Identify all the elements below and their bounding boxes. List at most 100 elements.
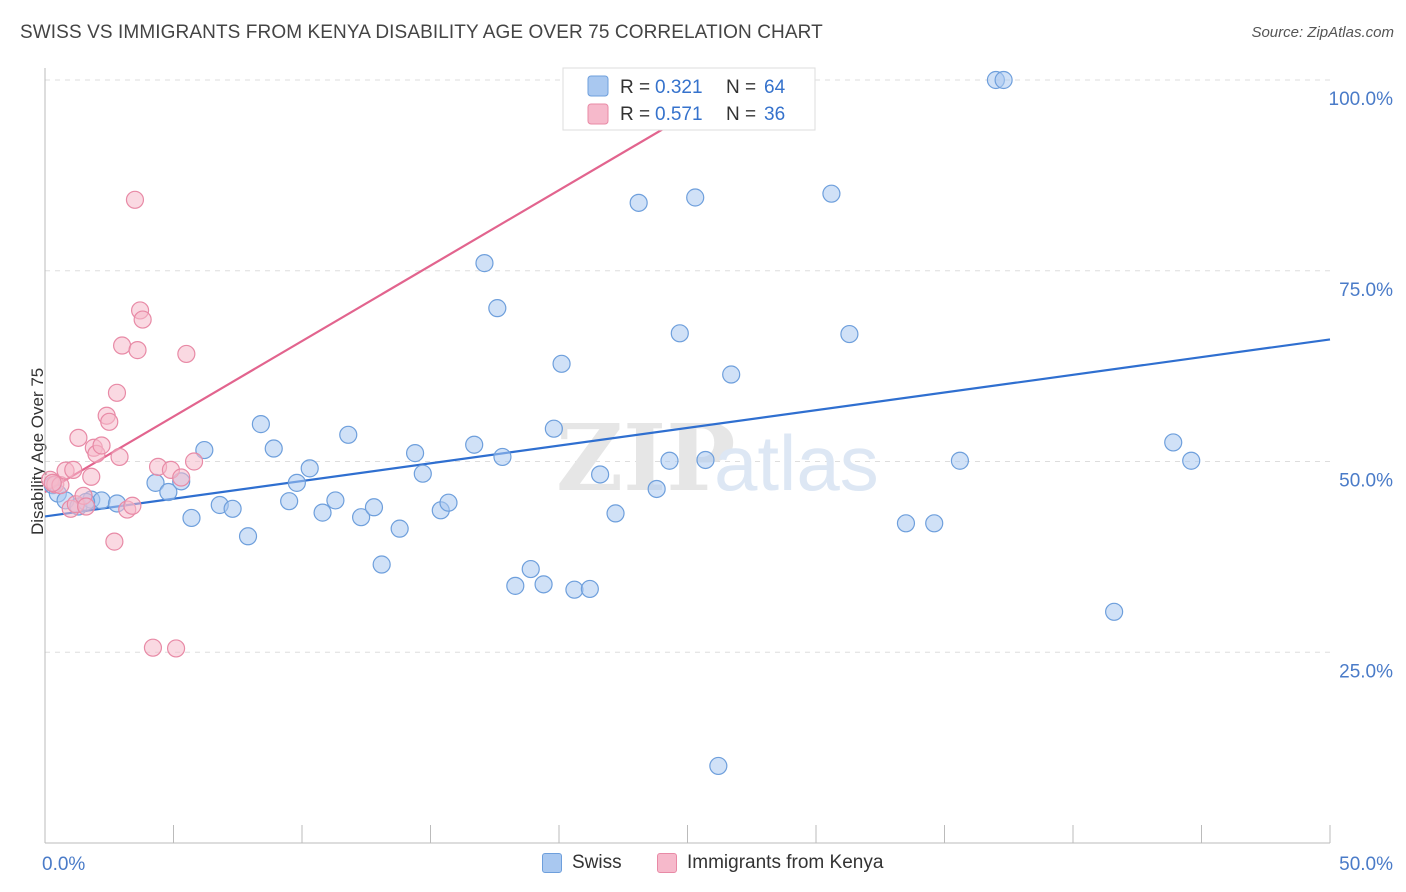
kenya-point: [105, 532, 124, 551]
legend-swiss-n-value: 64: [764, 77, 786, 98]
source-label: Source: ZipAtlas.com: [1251, 24, 1394, 41]
swiss-point: [709, 756, 728, 776]
swiss-point: [994, 70, 1013, 90]
legend-label-kenya: Immigrants from Kenya: [687, 852, 884, 873]
swiss-point: [606, 504, 625, 523]
swiss-point: [326, 491, 345, 510]
swiss-point: [506, 576, 525, 595]
y-tick-label: 25.0%: [1339, 661, 1393, 682]
swiss-point: [264, 439, 283, 458]
swiss-point: [647, 479, 666, 499]
kenya-point: [64, 460, 83, 479]
swiss-point: [493, 447, 512, 467]
legend-swiss-r-value: 0.321: [655, 77, 703, 98]
swiss-point: [950, 451, 970, 470]
swiss-point: [686, 188, 705, 207]
legend-swiss-r-label: R =: [620, 77, 655, 98]
swiss-trend-line: [44, 338, 1331, 518]
kenya-point: [184, 452, 204, 471]
kenya-point: [110, 447, 129, 467]
kenya-point: [100, 412, 119, 431]
swiss-point: [722, 365, 741, 384]
kenya-point: [177, 344, 196, 364]
swiss-point: [287, 473, 306, 492]
kenya-point: [123, 496, 142, 515]
kenya-point: [43, 473, 62, 492]
swiss-point: [238, 527, 258, 546]
kenya-point: [172, 468, 191, 487]
legend-bottom: Swiss Immigrants from Kenya: [0, 852, 1406, 878]
swiss-point: [465, 435, 484, 454]
kenya-point: [166, 639, 186, 658]
trend-lines: [44, 79, 1331, 518]
kenya-point: [82, 467, 101, 486]
tick-labels: 25.0% 50.0% 75.0% 100.0% 0.0% 50.0%: [42, 89, 1393, 875]
swiss-point: [580, 579, 599, 599]
swiss-point: [313, 503, 332, 522]
kenya-trend-line: [44, 79, 748, 493]
swiss-point: [660, 451, 679, 470]
swiss-point: [475, 254, 494, 273]
legend-kenya-n-label: N =: [726, 104, 761, 125]
kenya-point: [143, 638, 163, 657]
kenya-point: [128, 341, 147, 360]
kenya-point: [133, 310, 152, 329]
swiss-point: [390, 519, 409, 538]
swiss-point: [565, 580, 584, 599]
legend-swatch-kenya: [587, 103, 609, 125]
chart-title: SWISS VS IMMIGRANTS FROM KENYA DISABILIT…: [20, 22, 823, 43]
swiss-point: [195, 440, 214, 460]
swiss-point: [159, 482, 178, 502]
legend-swiss-n-label: N =: [726, 77, 761, 98]
swiss-point: [339, 425, 358, 444]
swiss-point: [521, 559, 540, 579]
swiss-point: [413, 464, 432, 483]
y-tick-label: 75.0%: [1339, 280, 1393, 301]
y-tick-label: 100.0%: [1329, 89, 1394, 110]
swiss-point: [223, 499, 242, 518]
legend-item-kenya[interactable]: Immigrants from Kenya: [657, 852, 883, 874]
legend-top: R = 0.321 N = 64 R = 0.571 N = 36: [562, 67, 816, 131]
swiss-point: [280, 492, 299, 511]
swiss-point: [372, 555, 391, 574]
swiss-point: [352, 508, 371, 527]
swiss-point: [1105, 602, 1124, 621]
swiss-point: [896, 514, 916, 533]
legend-kenya-r-label: R =: [620, 104, 655, 125]
kenya-point: [77, 497, 96, 516]
kenya-point: [107, 383, 127, 402]
swiss-point: [591, 465, 610, 484]
legend-swatch-swiss: [542, 853, 562, 873]
legend-kenya-n-value: 36: [764, 104, 785, 125]
swiss-point: [488, 299, 507, 318]
swiss-point: [364, 498, 384, 517]
x-tick-label: 50.0%: [1339, 854, 1393, 875]
kenya-point: [125, 190, 145, 209]
swiss-point: [670, 324, 689, 343]
swiss-point: [696, 450, 715, 470]
gridlines: [45, 79, 1335, 653]
data-points: [41, 70, 1201, 776]
swiss-point: [552, 354, 571, 373]
swiss-point: [544, 419, 563, 438]
swiss-point: [92, 491, 111, 510]
x-tick-label: 0.0%: [42, 854, 85, 875]
kenya-point: [92, 436, 111, 455]
swiss-point: [1182, 451, 1201, 470]
legend-item-swiss[interactable]: Swiss: [542, 852, 622, 874]
swiss-point: [840, 324, 859, 344]
swiss-point: [439, 493, 458, 512]
watermark-atlas: atlas: [714, 419, 879, 507]
swiss-point: [534, 575, 553, 594]
swiss-point: [1164, 433, 1183, 452]
legend-swatch-swiss: [587, 75, 609, 97]
legend-swatch-kenya: [657, 853, 677, 873]
legend-kenya-r-value: 0.571: [655, 104, 703, 125]
swiss-point: [822, 184, 841, 203]
legend-label-swiss: Swiss: [572, 852, 622, 873]
axes: [44, 68, 1331, 844]
swiss-point: [182, 508, 201, 528]
y-tick-label: 50.0%: [1339, 471, 1393, 492]
watermark: ZIP atlas: [556, 404, 879, 512]
